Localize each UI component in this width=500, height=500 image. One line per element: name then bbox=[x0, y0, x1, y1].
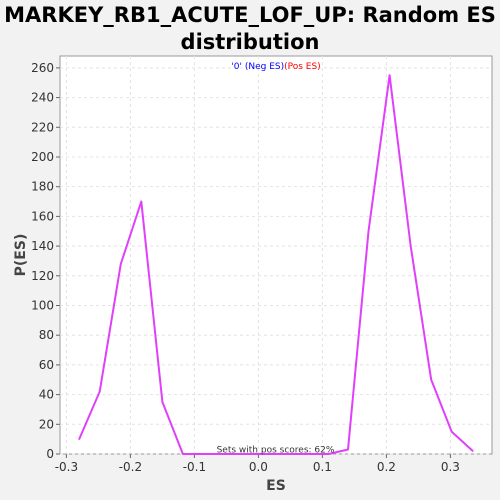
series-point bbox=[410, 245, 412, 247]
x-tick-label: -0.2 bbox=[119, 460, 142, 474]
legend-neg-es: (Neg ES) bbox=[245, 62, 284, 72]
series-point bbox=[162, 401, 164, 403]
y-tick-label: 180 bbox=[31, 180, 54, 194]
legend: '0' (Neg ES)(Pos ES) bbox=[231, 62, 320, 72]
series-point bbox=[451, 431, 453, 433]
x-tick-label: 0.3 bbox=[441, 460, 460, 474]
series-point bbox=[120, 263, 122, 265]
pos-scores-annotation: Sets with pos scores: 62% bbox=[217, 446, 335, 456]
y-axis-label: P(ES) bbox=[13, 234, 29, 277]
y-tick-label: 260 bbox=[31, 61, 54, 75]
y-tick-label: 40 bbox=[39, 388, 54, 402]
x-axis-label: ES bbox=[266, 478, 286, 494]
y-tick-label: 160 bbox=[31, 209, 54, 223]
y-tick-label: 80 bbox=[39, 328, 54, 342]
x-tick-label: 0.0 bbox=[249, 460, 268, 474]
legend-pos-es: (Pos ES) bbox=[284, 62, 321, 72]
y-tick-label: 220 bbox=[31, 120, 54, 134]
x-tick-label: 0.2 bbox=[377, 460, 396, 474]
series-point bbox=[472, 450, 474, 452]
y-tick-label: 20 bbox=[39, 417, 54, 431]
y-tick-label: 200 bbox=[31, 150, 54, 164]
legend-prefix: '0' bbox=[231, 62, 245, 72]
y-tick-label: 0 bbox=[46, 447, 54, 461]
series-point bbox=[430, 379, 432, 381]
series-point bbox=[203, 453, 205, 455]
y-tick-label: 120 bbox=[31, 269, 54, 283]
x-tick-label: -0.3 bbox=[55, 460, 78, 474]
y-tick-label: 100 bbox=[31, 298, 54, 312]
series-point bbox=[347, 449, 349, 451]
series-point bbox=[182, 453, 184, 455]
series-point bbox=[78, 438, 80, 440]
y-tick-label: 240 bbox=[31, 91, 54, 105]
series-point bbox=[140, 201, 142, 203]
x-tick-label: 0.1 bbox=[313, 460, 332, 474]
series-point bbox=[99, 391, 101, 393]
x-tick-label: -0.1 bbox=[183, 460, 206, 474]
y-tick-label: 140 bbox=[31, 239, 54, 253]
series-point bbox=[368, 230, 370, 232]
y-tick-label: 60 bbox=[39, 358, 54, 372]
series-point bbox=[389, 75, 391, 77]
